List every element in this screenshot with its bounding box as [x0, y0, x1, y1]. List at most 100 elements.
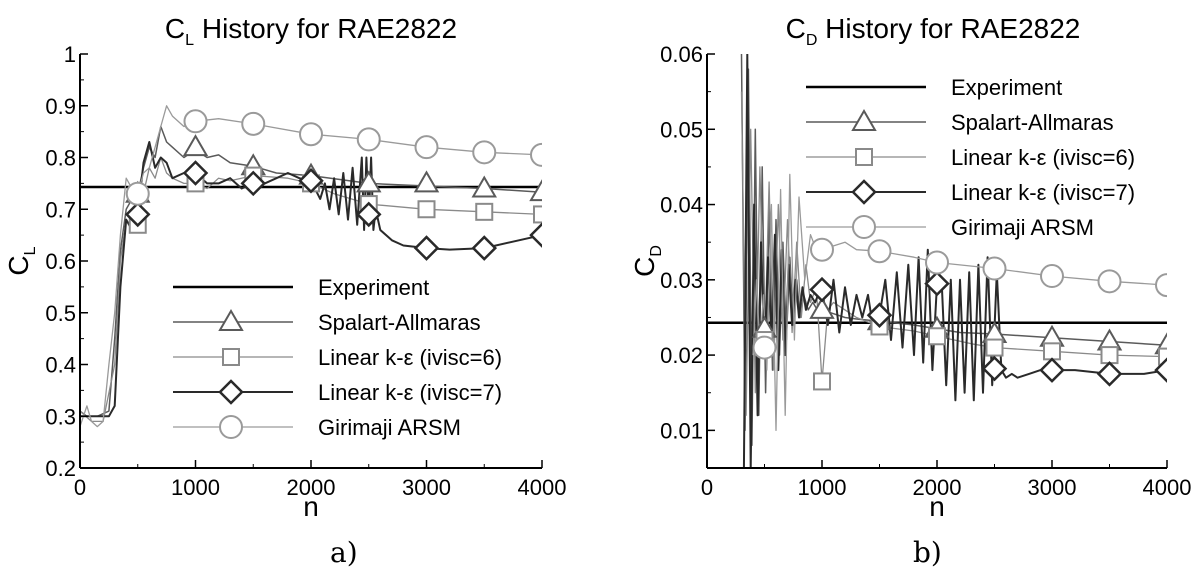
data-marker-circle: [1097, 269, 1122, 294]
legend-label: Spalart-Allmaras: [951, 110, 1114, 135]
y-tick-label: 0.7: [45, 197, 76, 222]
y-tick-label: 0.4: [45, 353, 76, 378]
x-tick-label: 0: [701, 475, 713, 500]
legend: Experiment Spalart-Allmaras Linear k-ε (iv…: [173, 275, 502, 440]
data-marker-triangle: [529, 179, 542, 202]
data-marker-circle: [183, 109, 208, 134]
data-marker-circle: [241, 111, 266, 136]
data-marker-diamond: [298, 168, 324, 194]
y-tick-label: 0.02: [660, 343, 703, 368]
data-marker-square: [813, 372, 831, 391]
legend-label: Linear k-ε (ivisc=7): [951, 180, 1135, 205]
chart-title-rest: History for RAE2822: [194, 13, 457, 44]
data-marker-square: [475, 202, 494, 221]
data-marker-triangle: [471, 175, 497, 198]
x-tick-label: 2000: [287, 475, 336, 500]
y-tick-label: 0.8: [45, 146, 76, 171]
legend-marker-diamond: [218, 379, 244, 405]
data-marker-diamond: [866, 302, 893, 328]
data-marker-diamond: [981, 355, 1008, 382]
x-tick-label: 1000: [798, 475, 847, 500]
caption-b: b): [913, 536, 942, 569]
data-marker-diamond: [471, 235, 498, 261]
legend-label: Linear k-ε (ivisc=7): [318, 380, 502, 405]
legend-marker-diamond: [851, 179, 877, 205]
y-axis-label: CD: [629, 245, 665, 277]
data-marker-circle: [299, 122, 323, 147]
legend-label: Experiment: [318, 275, 429, 300]
series-group: [707, 54, 1167, 468]
data-marker-square: [533, 205, 542, 224]
data-marker-circle: [867, 239, 892, 264]
x-tick-label: 4000: [518, 475, 567, 500]
data-marker-circle: [472, 140, 497, 165]
legend-marker-square: [222, 348, 240, 366]
data-marker-circle: [356, 127, 381, 152]
data-marker-square: [985, 338, 1004, 357]
data-marker-triangle: [182, 134, 209, 157]
chart-title: CL History for RAE2822: [165, 13, 457, 49]
y-tick-label: 0.06: [660, 42, 703, 67]
x-tick-label: 3000: [402, 475, 451, 500]
chart-title-main: C: [786, 13, 806, 44]
legend-marker-triangle: [218, 309, 244, 331]
data-marker-diamond: [809, 276, 835, 303]
data-marker-square: [1158, 347, 1167, 366]
legend-marker-triangle: [851, 109, 877, 131]
data-marker-diamond: [1096, 361, 1123, 387]
data-marker-diamond: [182, 160, 209, 186]
x-tick-label: 4000: [1143, 475, 1192, 500]
x-tick-label: 0: [74, 475, 86, 500]
legend-marker-circle: [852, 215, 876, 239]
legend: Experiment Spalart-Allmaras Linear k-ε (iv…: [806, 75, 1135, 240]
data-marker-diamond: [355, 201, 382, 228]
data-marker-circle: [925, 250, 949, 275]
series-line: [80, 125, 542, 418]
y-axis-label: CL: [3, 246, 39, 275]
y-axis-label-sub: D: [648, 245, 665, 257]
legend-label: Experiment: [951, 75, 1062, 100]
chart-title-sub: D: [806, 32, 818, 49]
data-marker-circle: [1155, 273, 1167, 298]
chart-title: CD History for RAE2822: [786, 13, 1081, 49]
y-tick-label: 1: [64, 42, 76, 67]
chart-title-sub: L: [185, 32, 194, 49]
series-group: [80, 105, 542, 428]
x-tick-label: 3000: [1028, 475, 1077, 500]
data-marker-square: [1100, 346, 1119, 365]
y-axis-label-sub: L: [22, 246, 39, 255]
y-axis-label-main: C: [629, 257, 660, 277]
x-axis-label: n: [303, 491, 319, 522]
data-marker-diamond: [1154, 357, 1167, 383]
legend-label: Linear k-ε (ivisc=6): [951, 145, 1135, 170]
data-marker-circle: [530, 142, 542, 167]
data-marker-diamond: [529, 222, 542, 248]
y-tick-label: 0.05: [660, 117, 703, 142]
chart-title-rest: History for RAE2822: [817, 13, 1080, 44]
legend-label: Girimaji ARSM: [318, 415, 461, 440]
data-marker-square: [417, 200, 436, 219]
x-tick-label: 2000: [913, 475, 962, 500]
data-marker-triangle: [413, 170, 440, 193]
x-tick-label: 1000: [171, 475, 220, 500]
legend-marker-circle: [219, 415, 243, 439]
y-tick-label: 0.01: [660, 418, 703, 443]
y-tick-label: 0.04: [660, 193, 703, 218]
data-marker-circle: [752, 335, 777, 360]
data-marker-circle: [125, 181, 150, 206]
y-tick-label: 0.03: [660, 268, 703, 293]
data-marker-diamond: [413, 235, 440, 261]
data-marker-square: [928, 327, 946, 346]
legend-marker-square: [855, 148, 873, 166]
y-tick-label: 0.5: [45, 301, 76, 326]
y-tick-label: 0.6: [45, 249, 76, 274]
data-marker-diamond: [1039, 357, 1065, 383]
data-marker-circle: [414, 135, 439, 160]
y-tick-label: 0.2: [45, 456, 76, 481]
caption-a: a): [330, 536, 358, 569]
data-marker-diamond: [124, 201, 151, 228]
data-marker-triangle: [809, 296, 835, 319]
data-marker-square: [1043, 342, 1061, 361]
